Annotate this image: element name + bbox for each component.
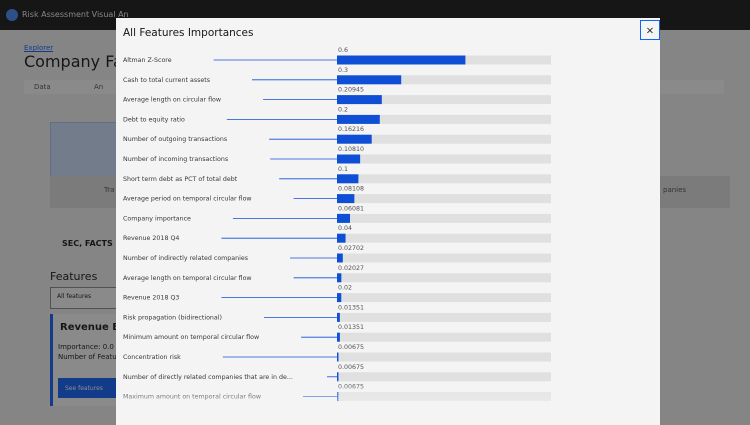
bar-track — [337, 352, 551, 362]
bar-track — [337, 312, 551, 322]
bar-track — [337, 134, 551, 144]
fade — [116, 378, 660, 425]
feature-label: Risk propagation (bidirectional) — [123, 314, 222, 321]
value-label: 0.6 — [338, 47, 348, 54]
bar-track — [337, 332, 551, 342]
value-label: 0.02 — [338, 285, 352, 292]
bar-track — [337, 293, 551, 303]
value-label: 0.10810 — [338, 146, 364, 153]
bar — [337, 352, 339, 362]
bar — [337, 194, 355, 204]
value-label: 0.00675 — [338, 364, 364, 371]
feature-label: Average period on temporal circular flow — [123, 196, 252, 203]
feature-label: Minimum amount on temporal circular flow — [123, 334, 259, 341]
value-label: 0.02702 — [338, 245, 364, 252]
value-label: 0.2 — [338, 106, 348, 113]
bar — [337, 332, 340, 342]
bar — [337, 213, 351, 223]
bar-track — [337, 194, 551, 204]
feature-label: Average length on temporal circular flow — [123, 275, 252, 282]
feature-label: Altman Z-Score — [123, 57, 172, 64]
bar — [337, 312, 340, 322]
feature-label: Company importance — [123, 215, 191, 222]
value-label: 0.1 — [338, 166, 348, 173]
modal-title: All Features Importances — [123, 27, 253, 39]
value-label: 0.06081 — [338, 205, 364, 212]
bar-track — [337, 114, 551, 124]
bar-track — [337, 372, 551, 382]
bar — [337, 253, 343, 263]
feature-label: Revenue 2018 Q4 — [123, 235, 179, 242]
close-button[interactable] — [640, 20, 660, 40]
value-label: 0.02027 — [338, 265, 364, 272]
importance-chart: All Features Importances × Altman Z-Scor… — [116, 20, 660, 425]
feature-label: Debt to equity ratio — [123, 116, 185, 123]
bar-track — [337, 213, 551, 223]
value-label: 0.01351 — [338, 324, 364, 331]
bar — [337, 154, 361, 164]
close-icon[interactable]: × — [646, 26, 654, 37]
value-label: 0.3 — [338, 67, 348, 74]
value-label: 0.20945 — [338, 87, 364, 94]
modal: All Features Importances × Altman Z-Scor… — [116, 18, 660, 425]
bar — [337, 95, 382, 105]
feature-label: Revenue 2018 Q3 — [123, 295, 179, 302]
bar — [337, 75, 402, 85]
value-label: 0.04 — [338, 225, 352, 232]
bar — [337, 134, 372, 144]
value-label: 0.16216 — [338, 126, 364, 133]
bar — [337, 114, 380, 124]
bar — [337, 273, 342, 283]
value-label: 0.00675 — [338, 344, 364, 351]
bar — [337, 372, 339, 382]
feature-label: Number of incoming transactions — [123, 156, 228, 163]
bar-track — [337, 233, 551, 243]
value-label: 0.08108 — [338, 186, 364, 193]
bar-track — [337, 174, 551, 184]
feature-label: Average length on circular flow — [123, 97, 221, 104]
feature-label: Number of indirectly related companies — [123, 255, 248, 262]
bar-track — [337, 273, 551, 283]
feature-label: Short term debt as PCT of total debt — [123, 176, 238, 183]
bar-track — [337, 75, 551, 85]
value-label: 0.01351 — [338, 304, 364, 311]
bar-track — [337, 253, 551, 263]
bar — [337, 293, 342, 303]
bar — [337, 233, 346, 243]
feature-label: Concentration risk — [123, 354, 181, 361]
feature-label: Cash to total current assets — [123, 77, 210, 84]
feature-label: Number of directly related companies tha… — [123, 374, 293, 381]
bar-track — [337, 95, 551, 105]
bar — [337, 174, 359, 184]
feature-label: Number of outgoing transactions — [123, 136, 227, 143]
bar — [337, 55, 466, 65]
bar-track — [337, 154, 551, 164]
